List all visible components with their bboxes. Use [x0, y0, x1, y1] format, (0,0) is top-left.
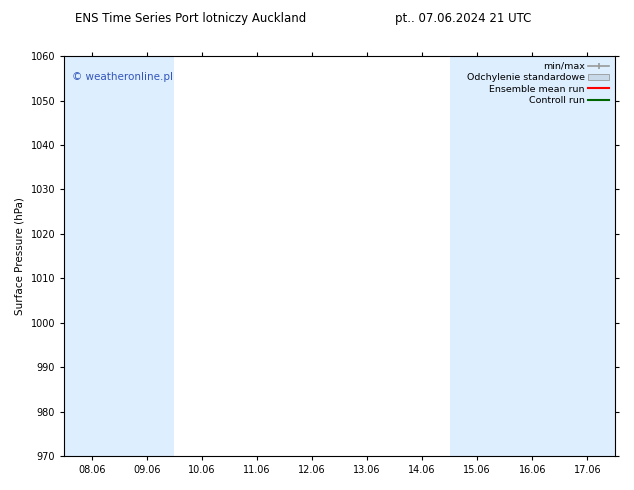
Text: pt.. 07.06.2024 21 UTC: pt.. 07.06.2024 21 UTC — [394, 12, 531, 25]
Bar — [64, 56, 119, 456]
Bar — [505, 56, 560, 456]
Bar — [560, 56, 615, 456]
Y-axis label: Surface Pressure (hPa): Surface Pressure (hPa) — [15, 197, 25, 315]
Text: © weatheronline.pl: © weatheronline.pl — [72, 72, 174, 82]
Legend: min/max, Odchylenie standardowe, Ensemble mean run, Controll run: min/max, Odchylenie standardowe, Ensembl… — [463, 58, 613, 109]
Bar — [450, 56, 505, 456]
Bar — [119, 56, 174, 456]
Text: ENS Time Series Port lotniczy Auckland: ENS Time Series Port lotniczy Auckland — [75, 12, 306, 25]
